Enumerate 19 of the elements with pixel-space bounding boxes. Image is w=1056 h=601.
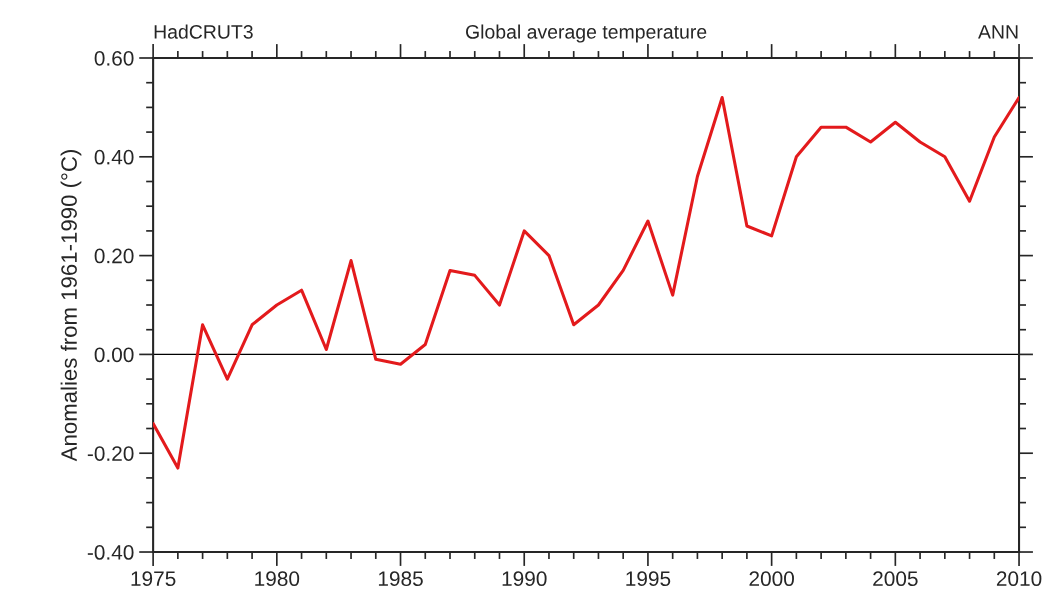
x-tick-label: 1980 [255, 571, 300, 587]
y-tick-label: -0.20 [87, 446, 134, 461]
y-tick-label: 0.40 [94, 149, 134, 165]
y-tick-label: 0.00 [94, 347, 134, 363]
y-tick-label: 0.60 [94, 51, 134, 66]
line-series [153, 95, 1020, 470]
x-tick-label: 1985 [378, 571, 423, 587]
text: ANN [978, 25, 1018, 39]
x-tick-label: 2010 [996, 571, 1042, 587]
y-tick-label: 0.20 [94, 248, 134, 264]
x-tick-label: 1990 [502, 571, 547, 587]
x-tick-label: 2005 [873, 571, 918, 587]
text: HadCRUT3 [154, 24, 253, 39]
x-tick-label: 1975 [131, 571, 176, 587]
x-tick-label: 2000 [749, 571, 794, 587]
y-tick-label: -0.40 [87, 545, 134, 560]
y-axis-title: Anomalies from 1961-1990 (°C) [60, 150, 82, 462]
x-tick-label: 1995 [626, 571, 671, 587]
chart-title: Global average temperature [466, 24, 707, 43]
